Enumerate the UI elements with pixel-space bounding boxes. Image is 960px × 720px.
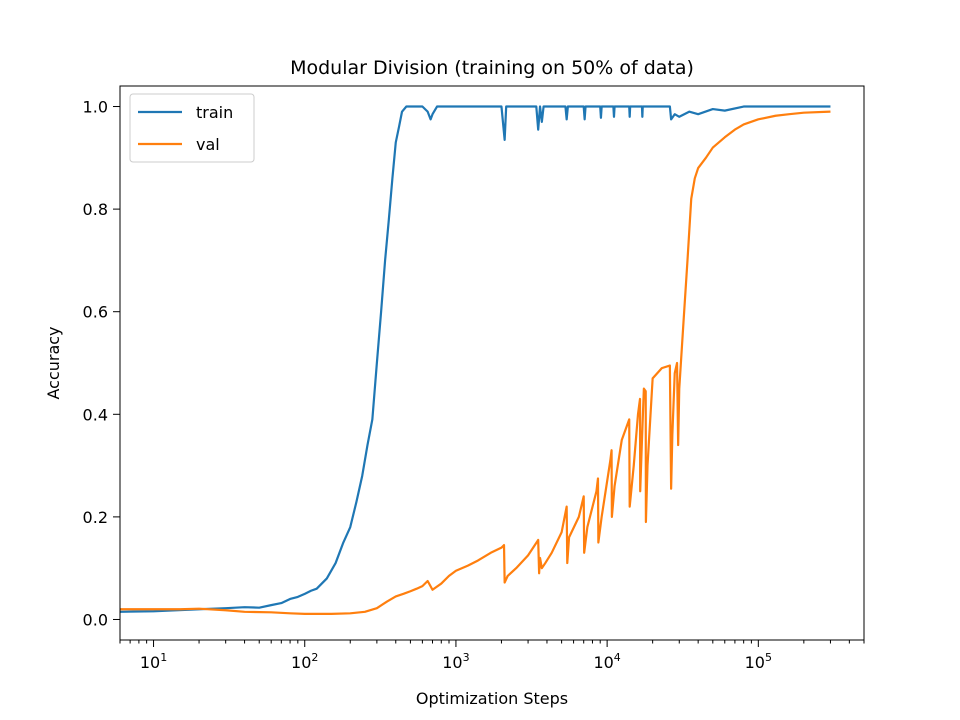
series-line-val xyxy=(120,110,831,615)
y-tick-label: 0.0 xyxy=(83,610,108,629)
x-tick-label: 105 xyxy=(745,651,772,672)
legend-val-label: val xyxy=(196,135,220,154)
y-tick-label: 1.0 xyxy=(83,98,108,117)
x-tick-label: 104 xyxy=(593,651,620,672)
y-axis: 0.0 0.2 0.4 0.6 0.8 1.0 xyxy=(83,98,120,629)
y-axis-label: Accuracy xyxy=(44,326,63,399)
legend-train-label: train xyxy=(196,103,233,122)
plot-frame xyxy=(119,85,865,641)
x-axis: 101 102 103 104 105 xyxy=(119,640,865,672)
legend: train val xyxy=(129,93,255,163)
x-axis-label: Optimization Steps xyxy=(416,689,568,708)
y-tick-label: 0.4 xyxy=(83,405,108,424)
y-tick-label: 0.2 xyxy=(83,508,108,527)
y-tick-label: 0.6 xyxy=(83,303,108,322)
series-layer xyxy=(120,105,831,615)
chart-title: Modular Division (training on 50% of dat… xyxy=(290,57,694,79)
legend-box xyxy=(129,93,255,163)
x-tick-label: 102 xyxy=(291,651,318,672)
series-line-train xyxy=(120,105,831,613)
x-tick-label: 103 xyxy=(442,651,469,672)
y-tick-label: 0.8 xyxy=(83,200,108,219)
x-tick-label: 101 xyxy=(140,651,167,672)
